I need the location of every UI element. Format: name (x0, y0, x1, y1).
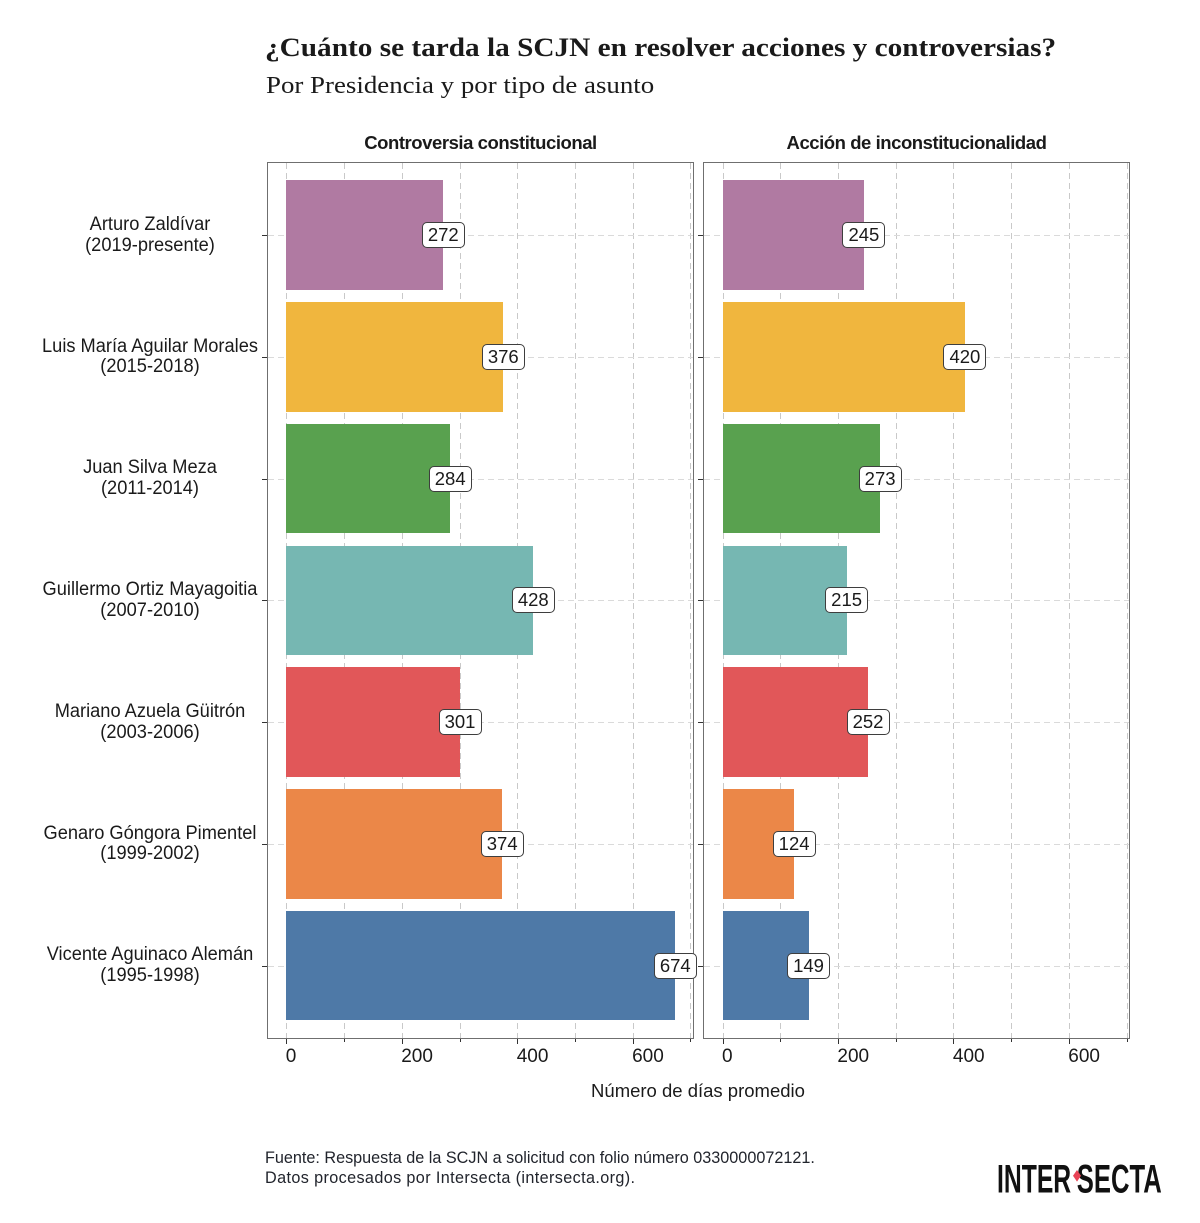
svg-text:SECTA: SECTA (1077, 1163, 1162, 1197)
svg-text:INTER: INTER (997, 1163, 1071, 1197)
